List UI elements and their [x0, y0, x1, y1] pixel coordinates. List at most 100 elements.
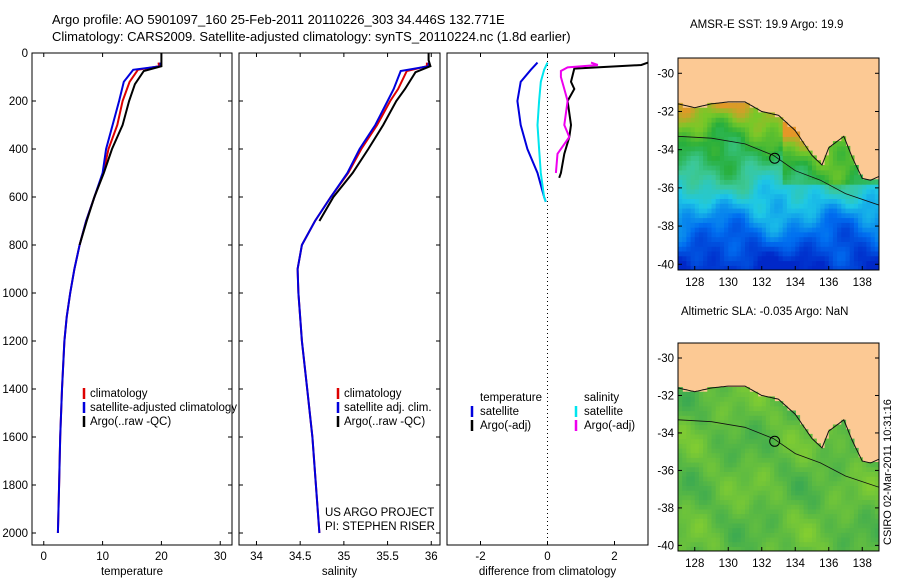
map-cell: [849, 522, 855, 529]
map-cell: [799, 476, 805, 482]
map-cell: [761, 246, 767, 252]
map-cell: [753, 443, 759, 449]
map-cell: [740, 485, 746, 491]
map-cell: [732, 203, 738, 209]
map-cell: [774, 410, 780, 416]
map-cell: [828, 265, 834, 270]
map-cell: [707, 522, 713, 529]
map-cell: [719, 443, 725, 449]
map-cell: [845, 433, 851, 440]
map-cell: [862, 227, 868, 233]
map-cell: [770, 236, 775, 242]
map-cell: [724, 145, 729, 152]
map-cell: [698, 508, 704, 515]
map-cell: [707, 131, 713, 137]
map-cell: [799, 457, 805, 463]
map-cell: [862, 476, 868, 482]
map-cell: [853, 217, 859, 223]
map-cell: [832, 429, 838, 435]
map-cell: [832, 504, 838, 510]
map-cell: [749, 231, 754, 238]
map-cell: [749, 184, 754, 190]
map-cell: [874, 255, 879, 262]
map-cell: [740, 198, 746, 204]
map-cell: [736, 236, 742, 242]
map-cell: [778, 419, 784, 426]
map-cell: [770, 396, 775, 402]
map-cell: [736, 471, 742, 477]
map-cell: [761, 499, 767, 505]
map-cell: [761, 227, 767, 233]
map-cell: [690, 169, 696, 176]
map-cell: [678, 165, 683, 171]
map-cell: [757, 246, 763, 252]
map-cell: [686, 227, 692, 233]
map-cell: [841, 527, 847, 533]
map-cell: [690, 265, 696, 270]
map-cell: [770, 457, 775, 463]
map-cell: [874, 188, 879, 195]
map-cell: [795, 541, 801, 547]
map-cell: [715, 508, 721, 515]
map-cell: [828, 165, 834, 171]
map-cell: [678, 419, 683, 426]
map-cell: [707, 480, 713, 486]
map-cell: [698, 260, 704, 266]
map-cell: [820, 198, 826, 204]
map-cell: [707, 174, 713, 180]
map-cell: [828, 522, 834, 529]
map-cell: [849, 193, 855, 199]
map-cell: [849, 485, 855, 491]
map-cell: [719, 471, 725, 477]
map-cell: [732, 508, 738, 515]
map-cell: [749, 131, 754, 137]
map-cell: [786, 198, 792, 204]
map-cell: [761, 518, 767, 524]
map-cell: [715, 141, 721, 147]
map-cell: [753, 476, 759, 482]
map-cell: [724, 155, 729, 161]
map-cell: [753, 265, 759, 270]
map-cell: [778, 174, 784, 180]
map-cell: [715, 485, 721, 491]
map-cell: [753, 410, 759, 416]
map-cell: [774, 126, 780, 133]
map-cell: [807, 184, 813, 190]
map-cell: [845, 184, 851, 190]
map-cell: [778, 532, 784, 538]
map-cell: [862, 212, 868, 219]
y-tick-label: 2000: [2, 528, 28, 540]
map-cell: [761, 117, 767, 123]
map-cell: [824, 476, 830, 482]
map-cell: [761, 145, 767, 152]
map-cell: [698, 150, 704, 156]
map-cell: [816, 184, 821, 190]
map-cell: [736, 188, 742, 195]
map-cell: [786, 255, 792, 262]
map-cell: [803, 527, 809, 533]
map-cell: [853, 480, 859, 486]
map-cell: [782, 136, 788, 142]
map-cell: [774, 174, 780, 180]
map-cell: [711, 452, 717, 458]
map-cell: [770, 494, 775, 501]
map-cell: [736, 546, 742, 551]
map-cell: [740, 203, 746, 209]
map-cell: [682, 429, 687, 435]
map-cell: [866, 198, 872, 204]
map-cell: [770, 126, 775, 133]
map-cell: [740, 260, 746, 266]
map-cell: [686, 174, 692, 180]
map-cell: [828, 184, 834, 190]
map-cell: [753, 131, 759, 137]
map-cell: [870, 260, 876, 266]
map-cell: [778, 513, 784, 519]
map-cell: [782, 179, 788, 185]
map-cell: [870, 231, 876, 238]
map-cell: [770, 227, 775, 233]
map-cell: [740, 438, 746, 444]
map-cell: [853, 184, 859, 190]
map-cell: [749, 485, 754, 491]
map-cell: [753, 494, 759, 501]
map-cell: [858, 536, 863, 543]
